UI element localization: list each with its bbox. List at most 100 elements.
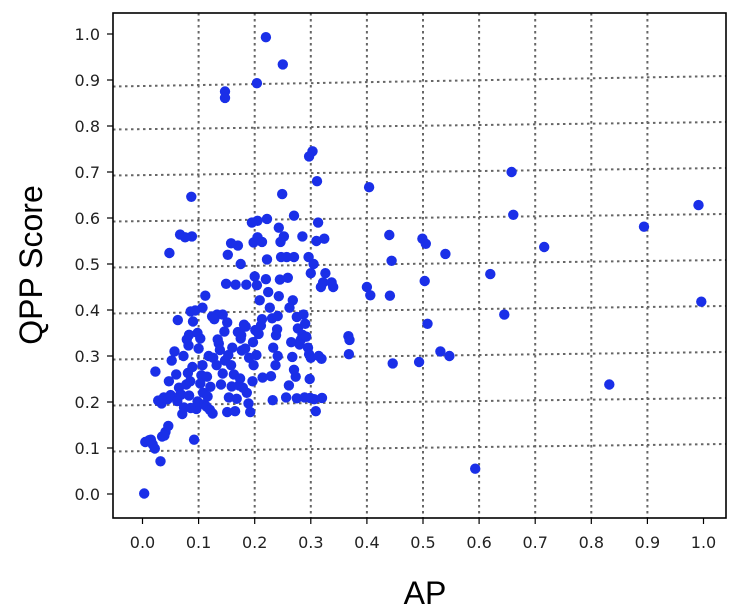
data-point <box>297 231 308 242</box>
data-point <box>316 353 327 364</box>
x-tick-label: 0.2 <box>242 533 267 552</box>
y-tick-label: 0.8 <box>75 117 100 136</box>
data-point <box>249 271 260 282</box>
data-point <box>299 392 310 403</box>
data-point <box>197 302 208 313</box>
data-point <box>287 351 298 363</box>
data-point <box>214 344 226 356</box>
data-point <box>470 463 481 474</box>
data-point <box>246 217 258 228</box>
data-point <box>237 382 249 393</box>
y-tick-label: 0.6 <box>75 209 100 228</box>
data-point <box>163 376 175 387</box>
data-point <box>444 350 455 362</box>
data-point <box>435 346 446 357</box>
data-point <box>260 32 272 43</box>
data-point <box>361 281 373 293</box>
data-point <box>261 254 273 265</box>
data-point <box>304 373 315 385</box>
data-point <box>245 406 256 418</box>
data-point <box>696 296 707 307</box>
data-point <box>222 406 233 418</box>
data-point <box>265 371 277 382</box>
x-tick-label: 0.5 <box>410 533 435 552</box>
data-point <box>384 290 396 301</box>
data-point <box>638 221 650 232</box>
data-point <box>256 314 268 325</box>
data-point <box>225 360 237 371</box>
data-point <box>176 389 187 400</box>
data-point <box>231 393 242 404</box>
data-point <box>185 376 196 387</box>
x-axis-title: AP <box>404 575 447 611</box>
data-point <box>300 318 311 329</box>
x-tick-label: 0.3 <box>298 533 323 552</box>
y-axis-title: QPP Score <box>13 185 49 344</box>
grid-line-horizontal <box>112 259 727 269</box>
data-point <box>278 231 290 242</box>
data-point <box>440 248 451 260</box>
data-point <box>273 291 284 302</box>
x-tick-label: 0.1 <box>186 533 211 552</box>
data-point <box>166 355 177 366</box>
data-point <box>387 358 398 369</box>
data-point <box>164 247 175 259</box>
data-point <box>344 334 355 346</box>
x-tick-label: 0.6 <box>466 533 491 552</box>
data-point <box>212 334 223 345</box>
data-point <box>343 349 355 360</box>
data-point <box>268 342 279 353</box>
data-point <box>508 209 519 220</box>
data-point <box>201 371 213 382</box>
data-point <box>211 360 222 371</box>
data-point <box>186 191 197 202</box>
data-point <box>319 233 330 244</box>
x-tick-label: 1.0 <box>691 533 716 552</box>
data-point <box>291 393 302 404</box>
data-point <box>240 321 251 332</box>
data-point <box>280 392 292 403</box>
y-tick-label: 0.1 <box>75 439 100 458</box>
data-point <box>301 331 312 342</box>
data-point <box>195 378 206 389</box>
plot-frame <box>112 12 727 519</box>
data-point <box>422 318 433 329</box>
data-point <box>271 324 283 335</box>
data-point <box>272 350 283 362</box>
grid-line-horizontal <box>112 213 727 223</box>
data-point <box>240 343 251 354</box>
data-point <box>200 290 211 301</box>
data-point <box>270 360 281 371</box>
data-point <box>207 408 218 419</box>
data-point <box>251 280 263 291</box>
y-tick-label: 0.2 <box>75 393 100 412</box>
data-point <box>267 395 278 406</box>
data-point <box>693 199 704 211</box>
y-tick-label: 0.5 <box>75 255 100 274</box>
data-point <box>217 368 228 379</box>
data-point <box>290 371 301 382</box>
data-point <box>365 290 376 301</box>
data-point <box>309 394 320 405</box>
data-point <box>287 295 298 306</box>
data-point <box>281 251 292 263</box>
data-point <box>420 238 431 249</box>
data-point <box>235 258 246 270</box>
data-point <box>253 328 264 340</box>
data-point <box>219 326 230 337</box>
data-point <box>288 210 300 221</box>
x-tick-label: 0.4 <box>354 533 379 552</box>
data-point <box>320 268 331 279</box>
data-point <box>298 309 309 320</box>
data-point <box>305 268 316 279</box>
data-point <box>308 258 319 270</box>
data-point <box>247 376 258 387</box>
data-point <box>202 391 213 402</box>
data-point <box>288 251 300 263</box>
data-point <box>254 295 265 306</box>
data-point <box>172 314 183 326</box>
data-point <box>363 182 375 193</box>
data-point <box>205 381 216 392</box>
data-point <box>311 176 323 187</box>
